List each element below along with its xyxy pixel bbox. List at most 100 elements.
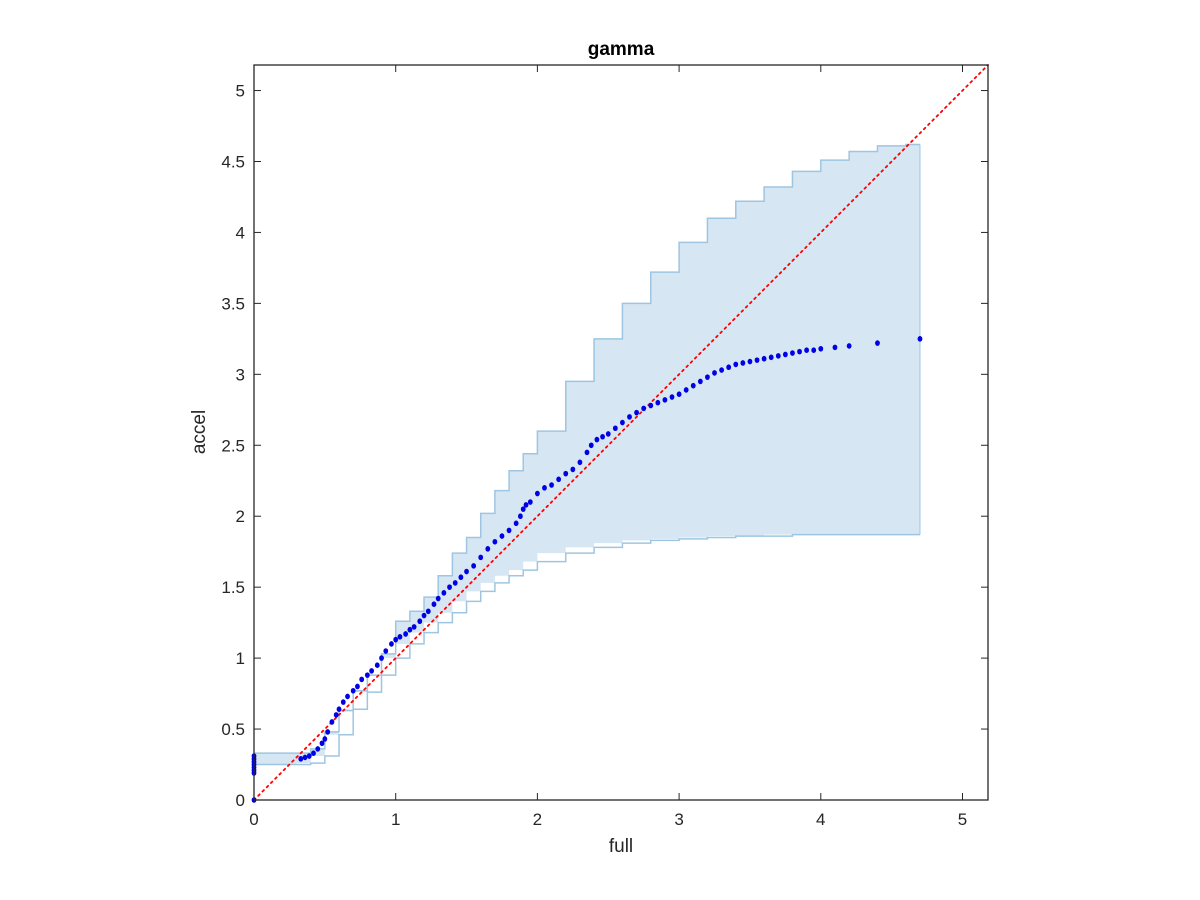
y-axis-label: accel xyxy=(189,410,210,454)
y-tick-label: 5 xyxy=(236,82,245,101)
data-point xyxy=(441,590,447,596)
y-tick-label: 3 xyxy=(236,365,245,384)
data-point xyxy=(605,431,611,437)
data-point xyxy=(319,740,325,747)
data-point xyxy=(364,672,370,678)
x-tick-label: 3 xyxy=(674,810,683,829)
data-point xyxy=(641,405,647,412)
data-point xyxy=(600,433,605,440)
data-point xyxy=(556,476,562,483)
y-axis-ticks: 0 0.5 1 1.5 2 2.5 3 3.5 4 4.5 5 xyxy=(221,82,988,810)
data-point xyxy=(726,364,732,371)
data-point xyxy=(747,358,753,365)
data-point xyxy=(797,348,802,355)
data-point xyxy=(359,676,365,683)
data-point xyxy=(662,397,668,403)
data-point xyxy=(421,612,427,619)
data-point xyxy=(811,347,817,354)
data-point xyxy=(534,490,540,497)
data-point xyxy=(577,459,583,466)
data-point xyxy=(740,360,746,366)
plot-area xyxy=(251,64,989,803)
data-point xyxy=(768,354,774,361)
data-point xyxy=(374,662,380,669)
data-point xyxy=(612,425,618,432)
data-point xyxy=(322,736,328,742)
data-point xyxy=(697,378,703,385)
data-point xyxy=(397,634,403,640)
data-point xyxy=(478,554,484,561)
data-point xyxy=(570,466,576,473)
data-point xyxy=(523,502,529,508)
data-point xyxy=(712,370,717,376)
x-axis-ticks: 0 1 2 3 4 5 xyxy=(249,65,967,829)
data-point xyxy=(325,729,331,735)
data-point xyxy=(804,347,810,354)
data-point xyxy=(383,648,389,654)
data-point xyxy=(648,402,654,409)
data-point xyxy=(563,470,569,477)
data-point xyxy=(690,382,696,389)
data-point xyxy=(655,399,661,406)
data-point xyxy=(761,355,767,362)
data-point xyxy=(584,449,590,456)
data-point xyxy=(345,693,350,700)
data-point xyxy=(329,719,335,725)
y-tick-label: 0 xyxy=(236,791,245,810)
data-point xyxy=(818,345,824,352)
data-point xyxy=(447,584,452,590)
y-tick-label: 3.5 xyxy=(221,294,245,313)
y-tick-label: 1.5 xyxy=(221,578,245,597)
confidence-band-upper-edge xyxy=(254,143,920,754)
data-point xyxy=(754,357,760,363)
y-tick-label: 0.5 xyxy=(221,720,245,739)
x-tick-label: 4 xyxy=(816,810,825,829)
data-point xyxy=(340,699,346,705)
y-tick-label: 4.5 xyxy=(221,152,245,171)
data-point xyxy=(336,706,342,712)
data-point xyxy=(435,595,441,602)
data-point xyxy=(499,533,505,539)
data-point xyxy=(471,563,477,569)
x-tick-label: 0 xyxy=(249,810,258,829)
data-point xyxy=(425,608,431,615)
data-point xyxy=(311,750,316,756)
data-point xyxy=(431,601,437,607)
data-point xyxy=(676,391,682,397)
data-point xyxy=(355,683,360,690)
data-point xyxy=(302,754,308,761)
data-point xyxy=(520,506,526,512)
data-point xyxy=(627,414,632,420)
chart-title: gamma xyxy=(588,39,655,60)
data-point xyxy=(513,520,519,527)
data-point xyxy=(542,485,547,491)
data-point xyxy=(458,574,464,581)
data-point xyxy=(411,624,417,630)
data-point xyxy=(306,753,312,759)
data-point xyxy=(549,482,554,488)
x-tick-label: 2 xyxy=(533,810,542,829)
data-point xyxy=(417,618,423,625)
y-tick-label: 4 xyxy=(236,223,245,242)
data-point xyxy=(782,351,788,358)
data-point xyxy=(333,712,339,718)
data-point xyxy=(407,626,413,633)
reference-line-layer xyxy=(253,64,989,801)
data-point xyxy=(527,499,533,505)
data-point xyxy=(733,361,739,368)
data-point xyxy=(620,419,625,426)
data-point xyxy=(588,442,594,449)
data-point xyxy=(705,374,710,380)
y-tick-label: 2.5 xyxy=(221,436,245,455)
data-point xyxy=(790,350,795,356)
data-point xyxy=(403,631,409,637)
reference-line xyxy=(253,64,989,801)
data-point xyxy=(379,655,384,661)
x-tick-label: 1 xyxy=(391,810,400,829)
data-point xyxy=(517,513,523,520)
data-point xyxy=(492,538,498,545)
data-point xyxy=(485,546,491,552)
confidence-band-lower-edge xyxy=(254,533,920,766)
data-point xyxy=(846,343,852,349)
